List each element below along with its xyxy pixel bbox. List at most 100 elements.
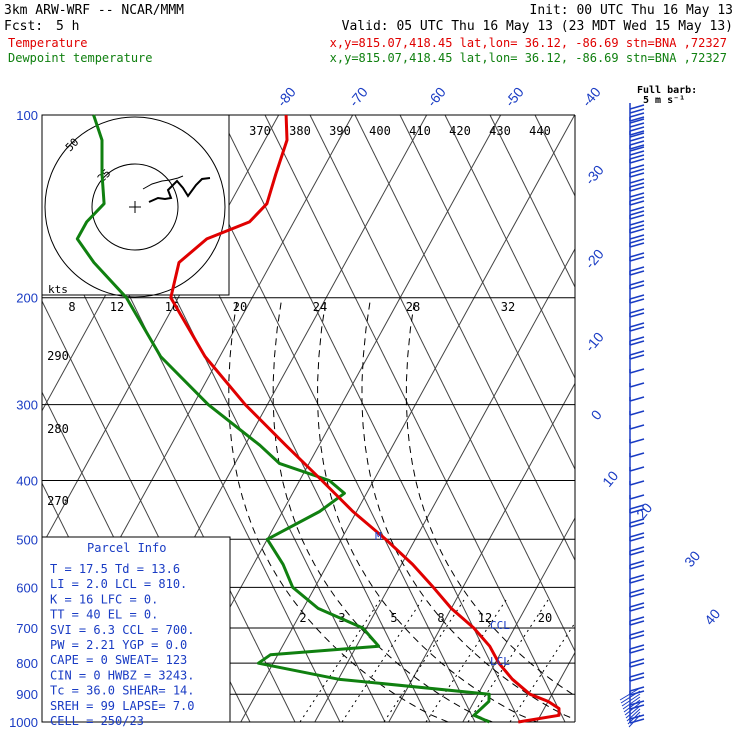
wind-barb-flag: [629, 284, 645, 290]
wind-barb-flag: [629, 620, 645, 626]
parcel-info-box: Parcel Info T = 17.5 Td = 13.6LI = 2.0 L…: [41, 536, 231, 728]
wind-barb-flag: [629, 242, 645, 248]
wind-barb-flag: [629, 644, 645, 650]
wind-barb-flag: [629, 616, 645, 622]
wind-barb-flag: [629, 438, 645, 444]
moist-adiabat-line: [317, 297, 537, 722]
wind-barb-flag: [629, 298, 645, 304]
wind-barb-flag: [629, 396, 645, 402]
hodograph-trace-upper: [142, 175, 184, 190]
mixing-ratio-line: [425, 599, 507, 722]
wind-barb-flag: [629, 564, 645, 570]
parcel-info-frame: [41, 536, 231, 723]
isotherm-line: [462, 516, 575, 722]
theta-side-label: 280: [47, 422, 69, 436]
theta-label: 430: [489, 124, 511, 138]
isotherm-line: [388, 382, 575, 722]
wind-barb-flag: [629, 560, 645, 566]
wind-barb-flag: [629, 118, 645, 124]
wind-barb-flag: [629, 536, 645, 542]
isotherm-label: 0: [588, 407, 605, 423]
dry-adiabat-line: [264, 115, 566, 722]
wind-barb-flag: [629, 368, 645, 374]
wind-barb-flag: [629, 206, 645, 212]
wind-barb-flag: [629, 336, 645, 342]
wind-barb-flag: [629, 466, 645, 472]
theta-label: 370: [249, 124, 271, 138]
model-title: 3km ARW-WRF -- NCAR/MMM: [4, 3, 184, 18]
wind-barb-flag: [629, 648, 645, 654]
wind-barb-flag: [629, 144, 645, 150]
wind-barb-flag: [629, 340, 645, 346]
wind-barb-surface: [626, 708, 641, 722]
wind-barb-flag: [629, 164, 645, 170]
moist-adiabat-line: [272, 297, 493, 722]
mixing-ratio-line: [383, 599, 465, 722]
wind-barbs: [619, 103, 645, 728]
wind-barb-flag: [629, 718, 645, 724]
wind-barb-surface: [620, 690, 641, 704]
wind-barb-flag: [629, 178, 645, 184]
wind-barb-flag: [629, 196, 645, 202]
isotherm-line: [536, 651, 575, 722]
theta-label: 400: [369, 124, 391, 138]
wind-barb-flag: [629, 168, 645, 174]
speed-scale-label: 32: [501, 300, 515, 314]
wind-barb-surface: [623, 699, 641, 713]
parcel-info-row: TT = 40 EL = 0.: [50, 608, 158, 622]
dry-adiabat-line: [399, 115, 575, 471]
wind-barb-flag: [629, 158, 645, 164]
wind-barb-flag: [629, 588, 645, 594]
wind-barb-flag: [629, 714, 645, 720]
barb-legend-value: 5 m s⁻¹: [643, 95, 685, 106]
wind-barb-flag: [629, 210, 645, 216]
pressure-label: 1000: [9, 715, 38, 730]
moist-adiabat-line: [405, 297, 575, 697]
hodograph-ring-outer: [44, 116, 226, 298]
wind-barb: [629, 117, 645, 136]
wind-barb-surface: [627, 711, 641, 725]
theta-label: 410: [409, 124, 431, 138]
wind-barb-flag: [629, 676, 645, 682]
wind-barb-flag: [629, 112, 645, 118]
wind-barb-flag: [629, 700, 645, 706]
parcel-info-row: T = 17.5 Td = 13.6: [50, 562, 180, 576]
temperature-legend: Temperature: [8, 36, 87, 50]
parcel-info-row: SVI = 6.3 CCL = 700.: [50, 623, 195, 637]
hodograph-ring-inner: [91, 163, 179, 251]
wind-barb-flag: [629, 104, 645, 110]
parcel-info-title: Parcel Info: [87, 541, 166, 555]
hodograph-trace: [148, 177, 211, 203]
wind-barb-flag: [629, 214, 645, 220]
dry-adiabat-line: [309, 115, 575, 653]
pressure-label: 200: [16, 291, 38, 306]
mixing-ratio-line: [467, 599, 549, 722]
temperature-profile: [169, 114, 561, 724]
wind-barb-flag: [629, 234, 645, 240]
temperature-location: x,y=815.07,418.45 lat,lon= 36.12, -86.69…: [330, 36, 727, 50]
isotherm-label: -20: [582, 246, 607, 272]
mixing-ratio-label: 2: [299, 611, 306, 625]
wind-barb-flag: [629, 480, 645, 486]
dewpoint-profile: [75, 114, 491, 724]
barb-legend-title: Full barb:: [637, 85, 697, 96]
dewpoint-location: x,y=815.07,418.45 lat,lon= 36.12, -86.69…: [330, 51, 727, 65]
pressure-label: 600: [16, 580, 38, 595]
isotherm-label: -80: [274, 84, 299, 110]
theta-side-label: 270: [47, 494, 69, 508]
wind-barb-flag: [629, 154, 645, 160]
wind-barb-flag: [629, 522, 645, 528]
valid-time: Valid: 05 UTC Thu 16 May 13 (23 MDT Wed …: [342, 19, 733, 34]
dry-adiabat-line: [534, 115, 575, 198]
wind-barb-flag: [629, 312, 645, 318]
wind-barb-flag: [629, 220, 645, 226]
wind-barb-flag: [629, 122, 645, 128]
wind-barb-flag: [629, 606, 645, 612]
isotherm-label: 10: [599, 468, 621, 490]
wind-barb-flag: [629, 150, 645, 156]
wind-barb-flag: [629, 200, 645, 206]
mixing-ratio-label: 8: [437, 611, 444, 625]
wind-barb-flag: [629, 186, 645, 192]
wind-barb-surface: [619, 687, 641, 701]
